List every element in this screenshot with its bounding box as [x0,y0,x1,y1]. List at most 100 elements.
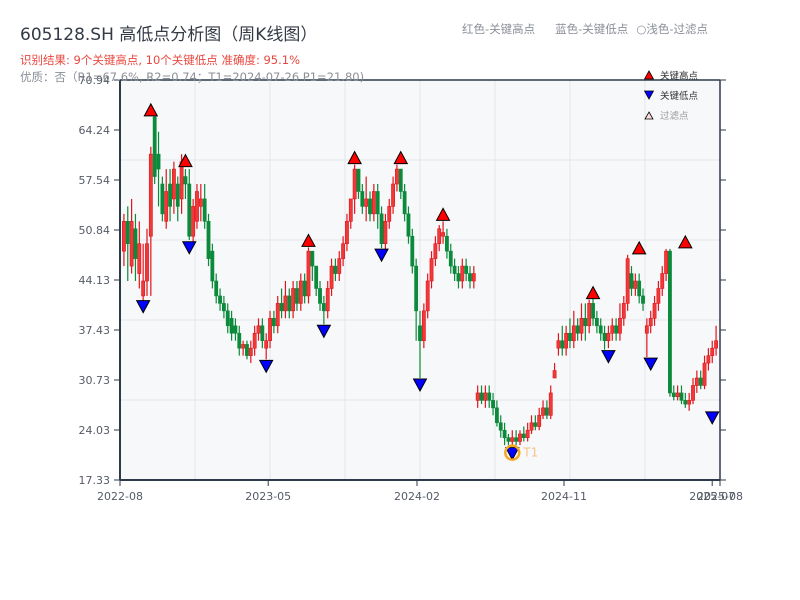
key-low-marker-icon [601,350,616,364]
candle [675,385,680,401]
candle [252,325,257,356]
candle [172,161,176,214]
candle [571,310,576,349]
candle [391,176,395,214]
candle [564,325,569,356]
candle [425,273,430,319]
candle [329,258,334,296]
result-summary: 识别结果: 9个关键高点, 10个关键低点 准确度: 95.1% [20,53,301,67]
candle [129,198,134,274]
candle [306,247,311,304]
candle [229,310,234,341]
candle [698,370,703,390]
candle [321,295,326,325]
candle [537,407,542,431]
y-tick-label: 57.54 [79,174,111,187]
candle [421,303,426,349]
candle [594,310,599,334]
t1-ring-icon [504,444,521,461]
y-tick-label: 70.94 [79,74,111,87]
candle [202,184,207,229]
candle [610,318,615,341]
key-low-marker-icon [412,378,428,393]
candle [137,221,142,289]
candle [206,213,211,267]
candle [514,430,519,446]
candle [525,422,530,442]
candle [275,295,280,334]
candle [533,415,538,431]
legend-item-key-low[interactable]: 关键低点 [644,85,698,105]
candle [375,184,380,229]
candle [625,254,630,311]
key-low-marker-icon [504,447,520,461]
legend-item-key-high[interactable]: 关键高点 [644,65,698,85]
candle [325,281,330,319]
candle [714,325,718,356]
candle [606,325,611,349]
key-low-marker-icon [258,359,274,374]
candle [510,430,515,447]
x-tick-label: 2024-02 [394,490,440,503]
candle [671,385,676,401]
candle [679,385,684,405]
candle [621,295,626,326]
candle [637,273,642,304]
candle [298,273,303,311]
candle [318,281,322,311]
candle [156,131,161,207]
candle [568,318,572,349]
quality-summary: 优质：否（R1=67.6%, R2=0.74；T1=2024-07-26 P1=… [20,70,365,84]
candle [591,295,595,326]
candle [483,385,488,408]
candle [541,400,545,420]
candle [471,266,476,289]
candle [152,116,157,185]
candle [429,251,434,289]
candle [187,169,192,240]
candle [160,176,165,222]
candle [683,392,688,408]
candle [395,164,399,192]
candle [652,295,657,326]
candle [475,385,480,408]
color-key-blue: 蓝色-关键低点 [555,22,629,36]
candle [364,176,369,222]
candle [502,422,507,446]
legend-item-filtered[interactable]: 过滤点 [644,105,698,125]
candle [644,318,649,358]
candle [548,385,553,420]
key-low-marker-icon [316,324,332,339]
candle [145,228,149,296]
candle [379,206,384,249]
candle [191,198,196,244]
candle [479,385,484,405]
key-high-marker-icon [301,233,316,247]
candle [498,415,503,438]
candle [437,225,442,252]
candle [414,258,419,341]
candle [198,184,203,222]
y-tick-label: 64.24 [79,124,111,137]
x-tick-label: 2024-11 [541,490,587,503]
candle [283,281,288,319]
key-high-marker-icon [178,153,193,168]
candle [268,310,272,349]
legend-label: 关键低点 [660,91,699,102]
x-tick-label: 2025-08 [697,490,743,503]
candles [122,116,718,447]
candle [521,426,526,442]
key-high-marker-icon [393,150,409,165]
y-tick-label: 17.33 [79,474,111,487]
candle [264,333,269,360]
color-key: 红色-关键高点 蓝色-关键低点 ○浅色-过滤点 [462,21,708,37]
candle [164,169,169,229]
color-key-red: 红色-关键高点 [462,22,536,36]
candle [368,191,372,222]
candle [287,288,292,319]
candle [371,184,376,222]
candle [687,392,692,411]
key-high-marker-icon [435,207,451,221]
candle [487,385,492,408]
candle [587,299,592,334]
